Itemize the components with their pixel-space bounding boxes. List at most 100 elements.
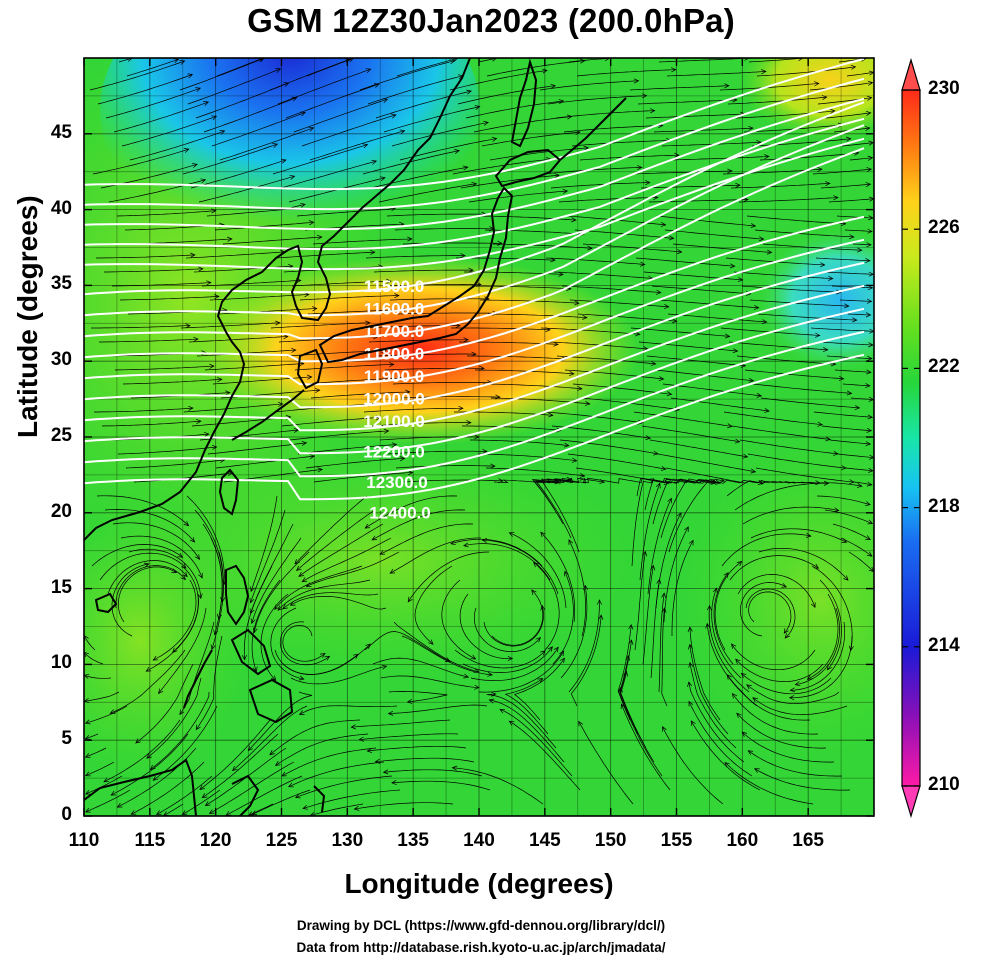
streamline-arrow: [250, 586, 255, 593]
streamline: [153, 579, 197, 661]
colorbar-min-arrow: [901, 785, 921, 819]
streamline-arrow: [587, 245, 593, 251]
streamline-arrow: [857, 247, 863, 253]
streamline-arrow: [596, 599, 602, 605]
streamline: [372, 657, 469, 678]
streamline: [84, 635, 96, 651]
streamline-arrow: [734, 438, 741, 444]
streamline: [294, 364, 394, 371]
streamline-arrow: [558, 99, 565, 104]
streamline: [736, 712, 827, 749]
streamline: [462, 646, 553, 673]
streamline-arrow: [211, 444, 218, 450]
streamline-arrow: [391, 779, 397, 786]
streamline: [373, 269, 473, 273]
streamline: [294, 495, 368, 565]
coastline-luzon: [225, 564, 250, 626]
streamline: [478, 651, 564, 693]
streamline: [378, 183, 477, 203]
streamline-arrow: [663, 303, 670, 310]
streamline-arrow: [645, 435, 651, 441]
streamline-arrow: [291, 96, 298, 102]
streamline-arrow: [180, 574, 186, 581]
streamline-arrow: [208, 809, 215, 814]
streamline: [146, 677, 202, 759]
streamline: [689, 662, 737, 749]
streamline-arrow: [324, 655, 331, 661]
streamline-arrow: [283, 334, 289, 340]
streamline: [272, 144, 368, 175]
streamline-arrow: [687, 643, 693, 650]
streamline-arrow: [474, 105, 481, 110]
streamline: [847, 313, 871, 316]
streamline: [407, 551, 490, 602]
x-tick-label: 120: [199, 830, 232, 851]
streamline: [199, 719, 271, 790]
streamline-arrow: [365, 68, 372, 74]
streamline-arrow: [198, 266, 204, 272]
streamline-arrow: [850, 64, 857, 70]
streamline-arrow: [146, 753, 152, 759]
streamline: [85, 705, 128, 724]
streamline-arrow: [687, 626, 693, 633]
streamline-arrow: [499, 708, 505, 714]
streamline: [92, 148, 189, 175]
streamline: [383, 769, 483, 777]
streamline-arrow: [312, 306, 318, 312]
streamline-arrow: [143, 562, 150, 568]
streamline-arrow: [358, 736, 365, 742]
streamline-arrow: [735, 182, 741, 188]
streamline: [668, 478, 725, 553]
streamline-arrow: [196, 418, 202, 425]
streamline: [371, 509, 466, 541]
streamline-arrow: [171, 568, 178, 573]
streamline: [729, 555, 819, 581]
streamline: [128, 548, 202, 599]
streamline: [214, 221, 314, 231]
streamline-arrow: [865, 535, 872, 540]
streamline: [561, 285, 661, 293]
coastline-halmahera: [313, 785, 326, 813]
streamline-arrow: [865, 257, 871, 264]
streamline: [364, 631, 451, 662]
streamline-arrow: [550, 83, 556, 89]
streamline: [719, 83, 819, 91]
streamline-arrow: [407, 596, 413, 603]
streamline: [726, 480, 820, 497]
streamline: [295, 775, 393, 798]
streamline-arrow: [735, 658, 741, 665]
streamline-arrow: [815, 480, 821, 486]
streamline: [185, 251, 285, 259]
streamline: [146, 593, 199, 672]
streamline: [217, 308, 317, 315]
streamline-arrow: [727, 168, 733, 174]
streamline-arrow: [211, 115, 218, 121]
streamline: [568, 539, 586, 637]
streamline-arrow: [748, 377, 755, 383]
streamline-arrow: [688, 700, 694, 707]
streamline-arrow: [463, 542, 469, 548]
streamline-arrow: [281, 771, 287, 777]
streamline: [635, 257, 735, 267]
streamline-arrow: [867, 228, 873, 234]
streamline: [504, 678, 549, 735]
field-cold-core: [100, 58, 480, 250]
streamline-arrow: [463, 673, 470, 679]
y-tick-label: 35: [50, 273, 72, 295]
streamline: [472, 285, 572, 290]
streamline-arrow: [579, 477, 586, 484]
streamline-arrow: [712, 587, 718, 594]
streamline: [735, 658, 824, 682]
streamline-arrow: [109, 709, 116, 714]
streamline: [387, 450, 487, 455]
streamline: [810, 327, 874, 332]
streamline-arrow: [483, 120, 489, 126]
streamline-arrow: [491, 136, 498, 142]
streamline-arrow: [375, 415, 382, 421]
streamline-arrow: [817, 421, 824, 427]
streamline: [391, 780, 491, 791]
colorbar-tick-label: 230: [928, 78, 960, 99]
streamline-arrow: [641, 93, 648, 99]
streamline: [452, 767, 544, 805]
streamline: [375, 757, 475, 763]
